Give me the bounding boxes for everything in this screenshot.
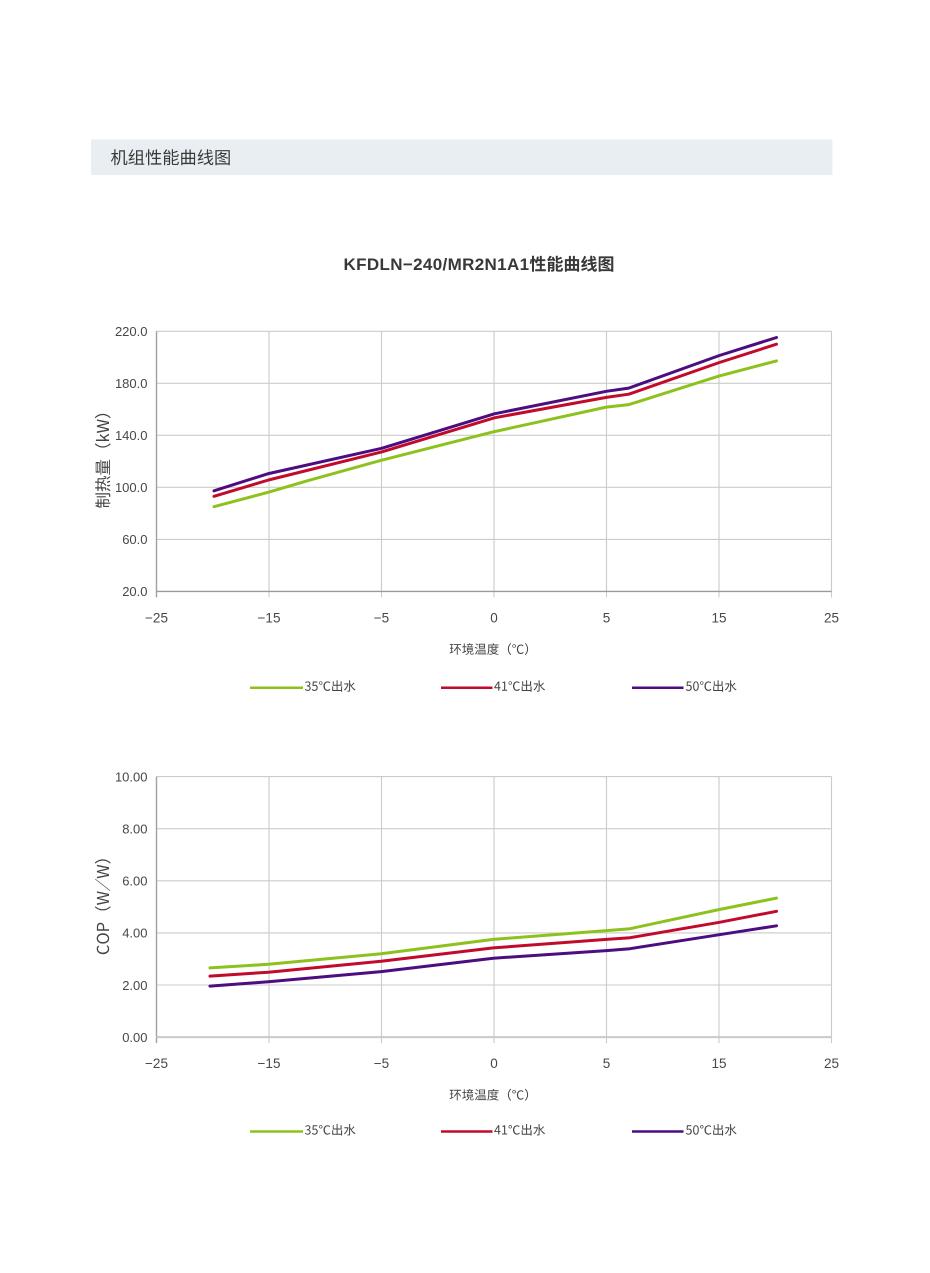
svg-text:15: 15	[711, 1056, 726, 1071]
svg-text:5: 5	[603, 1056, 611, 1071]
svg-text:10.00: 10.00	[115, 769, 148, 784]
svg-text:5: 5	[603, 610, 611, 625]
svg-text:−25: −25	[145, 610, 168, 625]
svg-text:−15: −15	[258, 1056, 281, 1071]
svg-text:−25: −25	[145, 1056, 168, 1071]
svg-text:6.00: 6.00	[122, 874, 147, 889]
svg-text:0: 0	[490, 610, 498, 625]
svg-text:−5: −5	[374, 610, 389, 625]
svg-text:−15: −15	[258, 610, 281, 625]
svg-text:8.00: 8.00	[122, 822, 147, 837]
svg-text:60.0: 60.0	[122, 532, 147, 547]
svg-text:15: 15	[711, 610, 726, 625]
svg-text:140.0: 140.0	[115, 428, 148, 443]
svg-text:25: 25	[824, 1056, 839, 1071]
svg-text:100.0: 100.0	[115, 480, 148, 495]
svg-text:25: 25	[824, 610, 839, 625]
svg-text:180.0: 180.0	[115, 376, 148, 391]
svg-text:−5: −5	[374, 1056, 389, 1071]
svg-text:KFDLN−240/MR2N1A1: KFDLN−240/MR2N1A1	[344, 255, 530, 274]
svg-text:2.00: 2.00	[122, 978, 147, 993]
svg-text:0.00: 0.00	[122, 1030, 147, 1045]
svg-text:4.00: 4.00	[122, 926, 147, 941]
svg-text:220.0: 220.0	[115, 324, 148, 339]
svg-text:20.0: 20.0	[122, 584, 147, 599]
svg-text:0: 0	[490, 1056, 498, 1071]
